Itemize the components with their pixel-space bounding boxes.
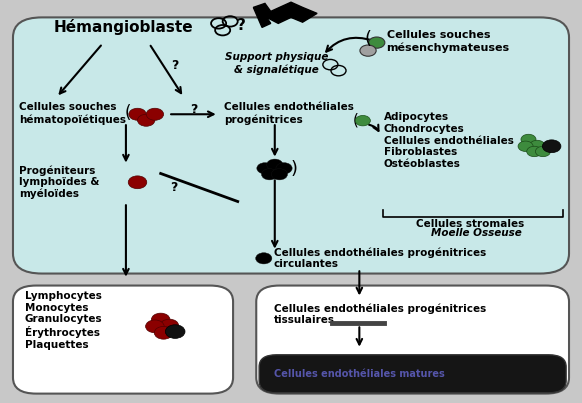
Circle shape [530, 140, 545, 151]
Text: Moelle Osseuse: Moelle Osseuse [431, 228, 521, 238]
Circle shape [360, 45, 376, 56]
Text: Cellules stromales: Cellules stromales [416, 219, 524, 229]
FancyBboxPatch shape [13, 17, 569, 274]
Circle shape [129, 108, 146, 120]
Text: Progéniteurs
lymphoïdes &
myéloïdes: Progéniteurs lymphoïdes & myéloïdes [19, 165, 99, 199]
Circle shape [518, 141, 533, 152]
Circle shape [521, 134, 536, 145]
Circle shape [128, 176, 147, 189]
Text: Lymphocytes
Monocytes
Granulocytes
Érythrocytes
Plaquettes: Lymphocytes Monocytes Granulocytes Éryth… [24, 291, 102, 350]
Polygon shape [253, 7, 271, 27]
Text: (: ( [353, 113, 359, 128]
Circle shape [255, 253, 272, 264]
Circle shape [146, 320, 164, 333]
Text: ?: ? [190, 103, 197, 116]
Circle shape [276, 163, 292, 174]
Polygon shape [253, 2, 317, 23]
Circle shape [257, 163, 273, 174]
Text: Cellules endothéliales
progénitrices: Cellules endothéliales progénitrices [225, 102, 354, 125]
Circle shape [267, 159, 283, 170]
Circle shape [271, 169, 288, 180]
Text: ?: ? [172, 59, 179, 72]
Text: (: ( [364, 30, 371, 48]
Text: Adipocytes
Chondrocytes
Cellules endothéliales
Fibroblastes
Ostéoblastes: Adipocytes Chondrocytes Cellules endothé… [384, 112, 513, 169]
Text: Support physique
& signalétique: Support physique & signalétique [225, 52, 328, 75]
Circle shape [368, 37, 385, 48]
Circle shape [154, 326, 173, 339]
Circle shape [165, 325, 185, 339]
FancyBboxPatch shape [256, 286, 569, 394]
Circle shape [146, 108, 164, 120]
Text: ?: ? [358, 115, 365, 128]
Text: Cellules endothéliales matures: Cellules endothéliales matures [274, 370, 445, 379]
Circle shape [160, 319, 179, 332]
Text: (: ( [125, 104, 131, 122]
Circle shape [542, 140, 561, 153]
Circle shape [261, 169, 278, 180]
Circle shape [535, 146, 551, 157]
Circle shape [527, 146, 542, 157]
Circle shape [355, 115, 370, 126]
Text: Cellules endothéliales progénitrices
tissulaires: Cellules endothéliales progénitrices tis… [274, 303, 486, 325]
Circle shape [137, 114, 155, 126]
Text: ?: ? [237, 18, 246, 33]
Text: ): ) [291, 160, 298, 178]
Text: Cellules endothéliales progénitrices
circulantes: Cellules endothéliales progénitrices cir… [274, 247, 486, 269]
Text: Cellules souches
hématopoïétiques: Cellules souches hématopoïétiques [19, 102, 126, 125]
Circle shape [151, 313, 170, 326]
Text: Cellules souches
mésenchymateuses: Cellules souches mésenchymateuses [386, 30, 510, 52]
Text: Hémangioblaste: Hémangioblaste [53, 19, 193, 35]
FancyBboxPatch shape [13, 286, 233, 394]
FancyBboxPatch shape [259, 355, 566, 393]
Text: ?: ? [171, 181, 178, 194]
